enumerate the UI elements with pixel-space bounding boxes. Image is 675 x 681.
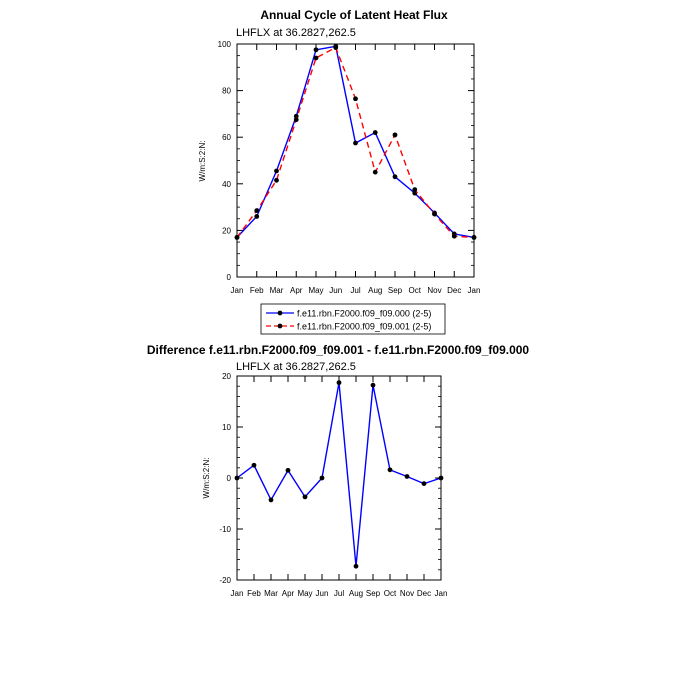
chart1-series-1-point (313, 47, 319, 53)
chart2-series-1-line (236, 382, 442, 567)
legend-marker-series-1 (277, 310, 283, 316)
chart1-series-1-point (274, 168, 279, 174)
chart2-series-1-point (421, 481, 427, 487)
chart1-xtick-label: Jul (350, 286, 360, 295)
chart2-ytick-label: 10 (222, 423, 231, 432)
chart1-series-1-point (392, 174, 398, 180)
chart1-xtick-label: May (308, 286, 323, 295)
chart2-xtick-label: Nov (400, 589, 414, 598)
chart1-frame (236, 43, 475, 278)
legend-label-series-1: f.e11.rbn.F2000.f09_f09.000 (2-5) (297, 309, 431, 319)
chart2-xtick-label: Jul (334, 589, 344, 598)
chart2-xtick-label: Apr (282, 589, 295, 598)
chart2-series-1-point (302, 494, 308, 500)
chart1-series-2-point (353, 96, 358, 102)
chart1-title: Annual Cycle of Latent Heat Flux (260, 8, 448, 22)
chart2-series-1-point (268, 497, 274, 503)
legend-marker-series-2 (277, 323, 283, 329)
chart2-series-1-point (370, 382, 376, 388)
chart1-series-2-point (234, 234, 240, 240)
chart1-ytick-label: 40 (222, 180, 231, 189)
chart2-ytick-label: 20 (222, 372, 231, 381)
chart2-xtick-label: Oct (384, 589, 397, 598)
chart1-xtick-label: Mar (270, 286, 284, 295)
legend-box (260, 303, 446, 335)
chart2-xtick-label: Aug (349, 589, 363, 598)
chart1-xtick-label: Feb (250, 286, 264, 295)
chart1-subtitle: LHFLX at 36.2827,262.5 (236, 27, 356, 39)
chart1-series-2-point (313, 55, 319, 61)
chart1-series-1-point (372, 130, 378, 135)
chart1-xtick-label: Oct (409, 286, 422, 295)
chart1-ytick-label: 100 (218, 40, 232, 49)
chart2-ytick-label: -20 (219, 576, 231, 585)
chart2-ytick-label: 0 (227, 474, 232, 483)
chart1-plot-area: 0 20 40 60 80 100 Jan Feb Mar Apr May Jun Jul Aug Sep O… (218, 40, 481, 295)
chart2-xtick-label: Jan (435, 589, 448, 598)
chart2-xtick-label: Feb (247, 589, 261, 598)
chart2-title: Difference f.e11.rbn.F2000.f09_f09.001 -… (147, 343, 530, 357)
chart1-xtick-label: Apr (290, 286, 303, 295)
chart2-xtick-label: May (297, 589, 312, 598)
chart1-series-2-point (412, 187, 418, 193)
chart2-xtick-label: Jan (231, 589, 244, 598)
chart2-ytick-label: -10 (219, 525, 231, 534)
chart1-ytick-label: 80 (222, 87, 231, 96)
chart2-series-1-point (319, 475, 325, 481)
chart1-xtick-label: Dec (447, 286, 461, 295)
chart2-series-1-point (438, 475, 444, 481)
chart1-xtick-label: Jan (468, 286, 481, 295)
chart1-series-2-point (254, 208, 260, 213)
chart1-series-2-point (293, 117, 299, 123)
chart1-series-2-point (451, 233, 457, 239)
chart2-ylabel: W/m:S:2:N: (202, 458, 211, 499)
chart1-series-1-point (254, 214, 260, 219)
chart2-xtick-label: Mar (264, 589, 278, 598)
chart2-series-1-point (251, 462, 257, 468)
chart1-series-2-point (333, 45, 339, 50)
chart1-xtick-label: Jan (231, 286, 244, 295)
chart1-ytick-label: 20 (222, 226, 231, 235)
chart1-series-2-point (392, 132, 398, 138)
legend-label-series-2: f.e11.rbn.F2000.f09_f09.001 (2-5) (297, 322, 431, 332)
chart1-ytick-label: 60 (222, 133, 231, 142)
chart1-legend: f.e11.rbn.F2000.f09_f09.000 (2-5) f.e11.… (260, 303, 446, 335)
chart1-ytick-label: 0 (227, 273, 232, 282)
chart1-series-1-point (353, 140, 358, 146)
chart2-series-1-point (336, 380, 342, 386)
chart2-series-1-point (353, 563, 359, 569)
chart1-series-2-point (432, 211, 437, 217)
chart1-series-2-point (274, 177, 279, 183)
chart2-xtick-label: Dec (417, 589, 431, 598)
chart2-subtitle: LHFLX at 36.2827,262.5 (236, 361, 356, 373)
chart1-xtick-label: Sep (388, 286, 403, 295)
chart2-xtick-label: Sep (366, 589, 381, 598)
chart1-series-2-point (471, 234, 477, 240)
chart1-xtick-label: Aug (368, 286, 382, 295)
chart1-ylabel: W/m:S:2:N: (198, 141, 207, 182)
chart1-xtick-label: Jun (329, 286, 342, 295)
chart2-series-1-point (387, 467, 393, 473)
chart1-xtick-label: Nov (427, 286, 441, 295)
chart2-series-1-point (234, 475, 240, 481)
chart2-series-1-point (404, 474, 410, 479)
chart1-series-2-point (372, 169, 378, 175)
chart2-xtick-label: Jun (316, 589, 329, 598)
chart2-series-1-point (285, 467, 291, 473)
